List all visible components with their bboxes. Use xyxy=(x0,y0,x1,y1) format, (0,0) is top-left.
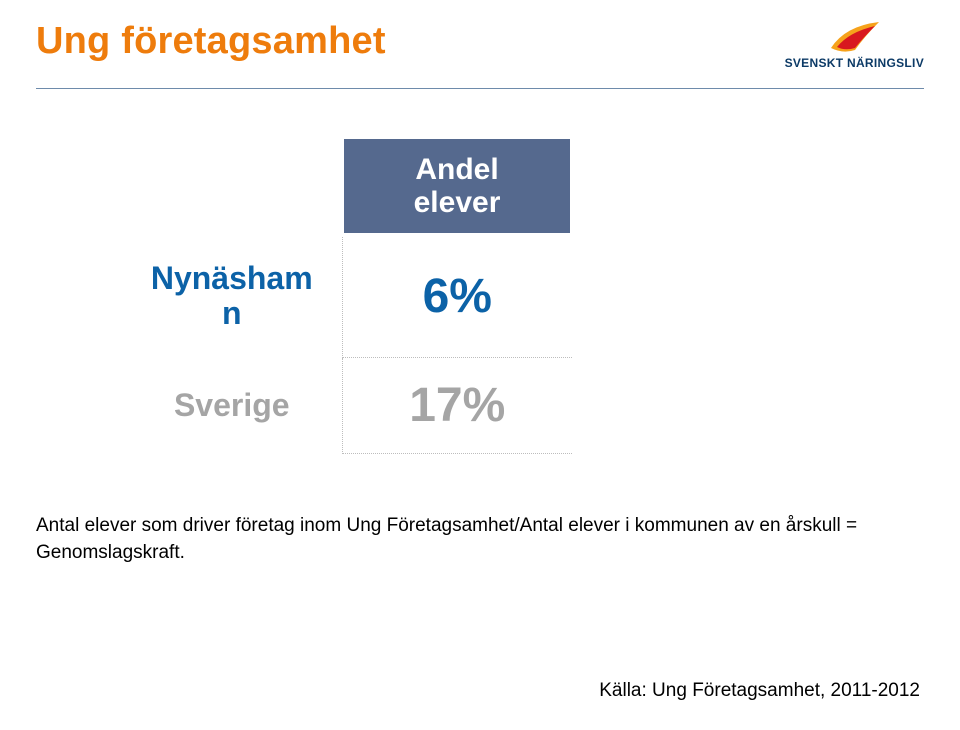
brand-logo: SVENSKT NÄRINGSLIV xyxy=(785,20,924,70)
table-header-row: Andel elever xyxy=(122,137,572,235)
flame-icon xyxy=(825,20,883,54)
row-value-sverige: 17% xyxy=(342,357,572,453)
row-label-line1: Nynäsham xyxy=(151,260,313,296)
table-header-blank xyxy=(122,137,342,235)
page-title: Ung företagsamhet xyxy=(36,20,386,63)
data-table: Andel elever Nynäsham n 6% Sverige xyxy=(122,135,574,454)
table-header-line1: Andel xyxy=(415,153,498,186)
row-value-nynashamn: 6% xyxy=(342,235,572,357)
table-header-line2: elever xyxy=(414,186,501,219)
table-row: Nynäsham n 6% xyxy=(122,235,572,357)
caption-line1: Antal elever som driver företag inom Ung… xyxy=(36,515,857,536)
caption-line2: Genomslagskraft. xyxy=(36,542,185,563)
row-label-line1: Sverige xyxy=(174,387,290,423)
table-row: Sverige 17% xyxy=(122,357,572,453)
row-label-sverige: Sverige xyxy=(122,357,342,453)
row-label-line2: n xyxy=(222,295,242,331)
source-text: Källa: Ung Företagsamhet, 2011-2012 xyxy=(599,680,920,702)
row-label-nynashamn: Nynäsham n xyxy=(122,235,342,357)
brand-text: SVENSKT NÄRINGSLIV xyxy=(785,56,924,70)
data-table-wrap: Andel elever Nynäsham n 6% Sverige xyxy=(122,135,572,454)
slide-header: Ung företagsamhet SVENSKT NÄRINGSLIV xyxy=(36,20,924,70)
header-divider xyxy=(36,88,924,89)
table-header-andel: Andel elever xyxy=(342,137,572,235)
slide-page: Ung företagsamhet SVENSKT NÄRINGSLIV And… xyxy=(0,0,960,730)
caption-text: Antal elever som driver företag inom Ung… xyxy=(36,512,916,567)
